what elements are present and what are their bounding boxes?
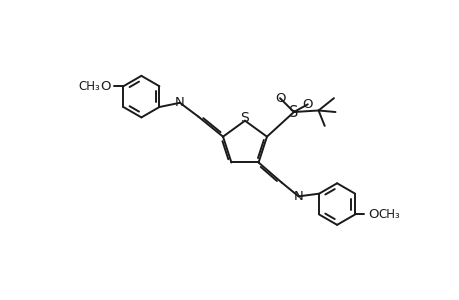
Text: O: O <box>302 98 312 111</box>
Text: S: S <box>289 104 298 119</box>
Text: O: O <box>367 208 378 221</box>
Text: N: N <box>293 190 303 203</box>
Text: O: O <box>274 92 285 105</box>
Text: S: S <box>240 111 249 125</box>
Text: CH₃: CH₃ <box>377 208 399 221</box>
Text: CH₃: CH₃ <box>78 80 100 93</box>
Text: O: O <box>100 80 110 93</box>
Text: N: N <box>174 96 185 109</box>
